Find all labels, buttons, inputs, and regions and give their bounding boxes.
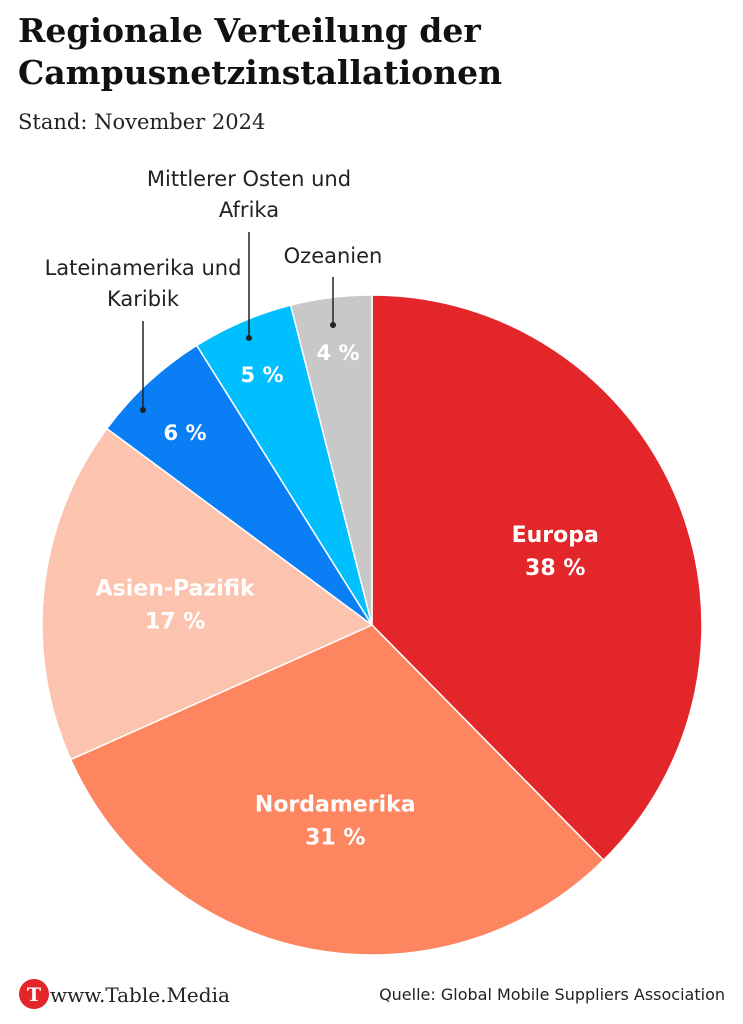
pie-slice [69,624,605,956]
source: Quelle: Global Mobile Suppliers Associat… [379,985,725,1004]
leader-dot [246,335,252,341]
value-label: 17 % [145,609,205,634]
chart-title: Regionale Verteilung der Campusnetzinsta… [18,11,503,92]
category-label: Mittlerer Osten und Afrika [146,167,352,222]
category-label: Nordamerika [255,793,416,818]
pie-slice [371,294,703,862]
chart-subtitle: Stand: November 2024 [18,110,266,134]
logo [19,979,49,1009]
pie-slice [41,427,374,761]
value-label: 5 % [241,363,284,387]
brand: www.Table.Media [50,983,230,1007]
logo-letter: T [27,984,41,1006]
value-label: 6 % [164,421,207,445]
leader-dot [330,322,336,328]
pie-slice [289,294,373,626]
value-label: 38 % [525,556,585,581]
category-label: Ozeanien [283,244,383,268]
leader-dot [140,407,146,413]
category-label: Europa [512,523,599,548]
category-label: Lateinamerika und Karibik [44,256,242,311]
value-label: 31 % [305,826,365,851]
pie-slice [105,344,373,626]
category-label: Asien-Pazifik [96,576,256,601]
value-label: 4 % [317,341,360,365]
